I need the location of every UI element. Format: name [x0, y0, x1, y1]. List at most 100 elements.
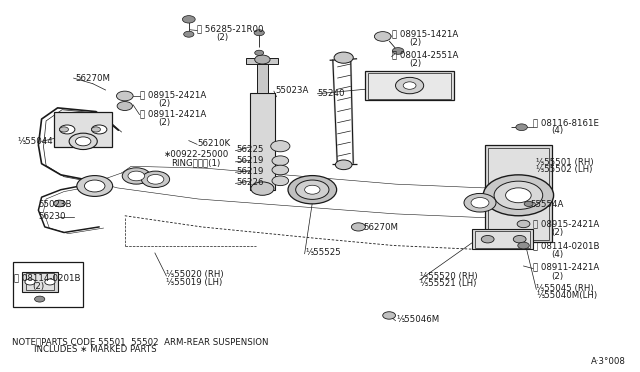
Circle shape	[403, 82, 416, 89]
Circle shape	[471, 198, 489, 208]
Text: ⓓ 08014-2551A: ⓓ 08014-2551A	[392, 51, 458, 60]
Circle shape	[464, 193, 496, 212]
Circle shape	[517, 220, 530, 228]
Circle shape	[122, 168, 150, 184]
Circle shape	[25, 279, 35, 285]
Text: ⅕55046M: ⅕55046M	[397, 315, 440, 324]
Text: Ⓥ 08915-1421A: Ⓥ 08915-1421A	[392, 30, 458, 39]
Text: Ⓝ 08915-2421A: Ⓝ 08915-2421A	[533, 219, 600, 228]
Text: Ⓣ 08915-2421A: Ⓣ 08915-2421A	[140, 90, 206, 99]
Text: (2): (2)	[552, 228, 564, 237]
Text: 56226: 56226	[237, 178, 264, 187]
Circle shape	[184, 31, 194, 37]
Text: 56225: 56225	[237, 145, 264, 154]
Circle shape	[77, 176, 113, 196]
Text: ⅕55040M(LH): ⅕55040M(LH)	[536, 291, 598, 300]
Text: (4): (4)	[552, 126, 564, 135]
Circle shape	[481, 235, 494, 243]
Circle shape	[334, 52, 353, 63]
Circle shape	[116, 91, 133, 101]
Circle shape	[92, 125, 107, 134]
Circle shape	[254, 30, 264, 36]
Circle shape	[35, 296, 45, 302]
Circle shape	[392, 48, 404, 54]
Text: (2): (2)	[410, 38, 422, 47]
Bar	[485, 145, 552, 242]
Text: (2): (2)	[159, 99, 171, 108]
Circle shape	[60, 127, 68, 132]
Text: 55023A: 55023A	[275, 86, 308, 94]
Text: 55240: 55240	[317, 89, 345, 97]
Circle shape	[351, 223, 365, 231]
Bar	[246, 58, 278, 64]
Text: ⅕55520 (RH): ⅕55520 (RH)	[420, 272, 477, 280]
Bar	[54, 112, 112, 147]
Circle shape	[288, 176, 337, 204]
Text: 55554A: 55554A	[530, 200, 563, 209]
Bar	[22, 272, 58, 292]
Circle shape	[76, 137, 91, 146]
Text: NOTE：PARTS CODE 55501  55502  ARM-REAR SUSPENSION: NOTE：PARTS CODE 55501 55502 ARM-REAR SUS…	[12, 338, 268, 347]
Circle shape	[272, 156, 289, 166]
Text: (2): (2)	[552, 272, 564, 280]
Circle shape	[383, 312, 396, 319]
Text: Ⓐ 08116-8161E: Ⓐ 08116-8161E	[533, 118, 599, 127]
Circle shape	[128, 171, 145, 181]
Text: ⅕55020 (RH): ⅕55020 (RH)	[166, 270, 224, 279]
Circle shape	[117, 102, 132, 110]
Circle shape	[516, 124, 527, 131]
Circle shape	[60, 125, 75, 134]
Circle shape	[45, 279, 55, 285]
Circle shape	[54, 200, 65, 207]
Text: Ⓝ 08911-2421A: Ⓝ 08911-2421A	[533, 263, 600, 272]
Bar	[365, 71, 454, 100]
Text: 56219: 56219	[237, 156, 264, 165]
Text: (2): (2)	[32, 282, 44, 291]
Polygon shape	[99, 164, 525, 219]
Circle shape	[251, 182, 274, 195]
Circle shape	[255, 50, 264, 55]
Circle shape	[305, 185, 320, 194]
Text: Ⓐ 56285-21R00: Ⓐ 56285-21R00	[197, 25, 264, 33]
Text: ∗00922-25000: ∗00922-25000	[164, 150, 229, 159]
Text: RINGリング(1): RINGリング(1)	[172, 158, 221, 167]
Text: 55023B: 55023B	[38, 200, 72, 209]
Text: Ⓝ 08911-2421A: Ⓝ 08911-2421A	[140, 109, 206, 118]
Text: INCLUDES ∗ MARKED PARTS: INCLUDES ∗ MARKED PARTS	[12, 345, 156, 354]
Text: Ⓐ 08114-0201B: Ⓐ 08114-0201B	[14, 274, 81, 283]
Circle shape	[272, 165, 289, 175]
Circle shape	[182, 16, 195, 23]
Bar	[472, 229, 533, 249]
Bar	[488, 148, 549, 240]
Text: (2): (2)	[216, 33, 228, 42]
Circle shape	[296, 180, 329, 199]
Circle shape	[147, 174, 164, 184]
Bar	[26, 273, 54, 290]
Text: ⅕55045 (RH): ⅕55045 (RH)	[536, 284, 594, 293]
Text: (2): (2)	[159, 118, 171, 126]
Circle shape	[518, 242, 529, 249]
Circle shape	[494, 181, 543, 209]
Text: 56230: 56230	[38, 212, 66, 221]
Circle shape	[335, 160, 352, 170]
Text: A·3°008: A·3°008	[591, 357, 626, 366]
Circle shape	[524, 201, 533, 206]
Text: ⅕55019 (LH): ⅕55019 (LH)	[166, 278, 223, 287]
Text: (2): (2)	[410, 59, 422, 68]
Text: ⅕55502 (LH): ⅕55502 (LH)	[536, 165, 593, 174]
Text: ⅕55521 (LH): ⅕55521 (LH)	[420, 279, 476, 288]
Bar	[368, 73, 451, 99]
Circle shape	[396, 77, 424, 94]
Bar	[13, 262, 83, 307]
Bar	[250, 93, 275, 190]
Circle shape	[272, 176, 289, 186]
Circle shape	[483, 175, 554, 216]
Bar	[257, 63, 268, 93]
Circle shape	[84, 180, 105, 192]
Text: 56270M: 56270M	[76, 74, 111, 83]
Circle shape	[92, 127, 100, 132]
Circle shape	[271, 141, 290, 152]
Text: 56270M: 56270M	[364, 223, 399, 232]
Text: 56210K: 56210K	[197, 139, 230, 148]
Text: ⅕55525: ⅕55525	[306, 248, 342, 257]
